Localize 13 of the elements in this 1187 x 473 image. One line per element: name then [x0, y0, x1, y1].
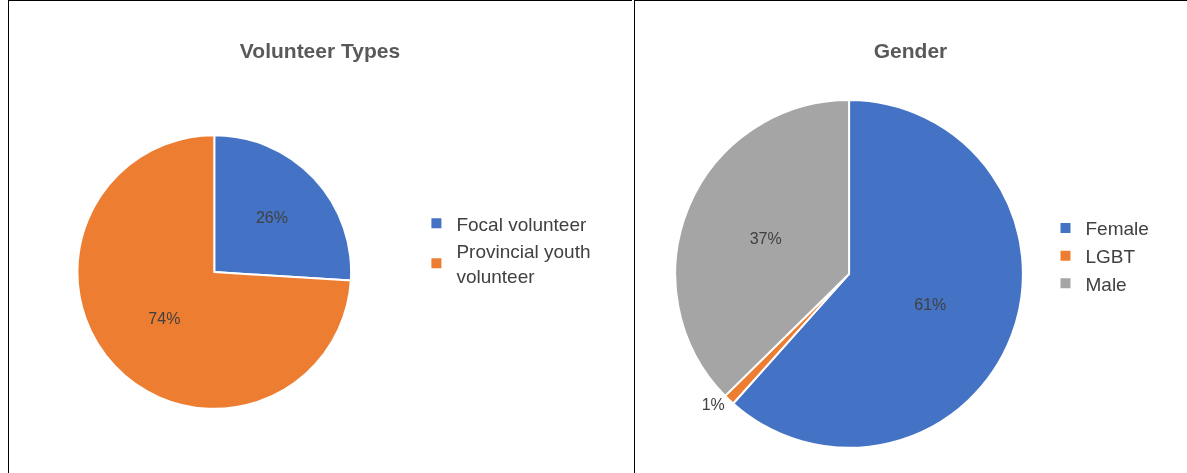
data-label: 37%: [749, 230, 782, 248]
data-label: 1%: [701, 395, 725, 413]
pie-slice: [76, 134, 352, 410]
data-label: 26%: [255, 209, 288, 227]
data-label: 74%: [148, 310, 181, 328]
legend-label: Female: [1085, 218, 1149, 240]
chart-title: Gender: [873, 39, 948, 63]
legend-label: Male: [1085, 273, 1127, 295]
legend-label: LGBT: [1085, 246, 1136, 268]
legend-label: Provincial youth volunteer: [456, 241, 591, 288]
data-label: 61%: [914, 296, 947, 314]
chart-title: Volunteer Types: [239, 39, 401, 63]
legend-label: Focal volunteer: [456, 213, 587, 235]
